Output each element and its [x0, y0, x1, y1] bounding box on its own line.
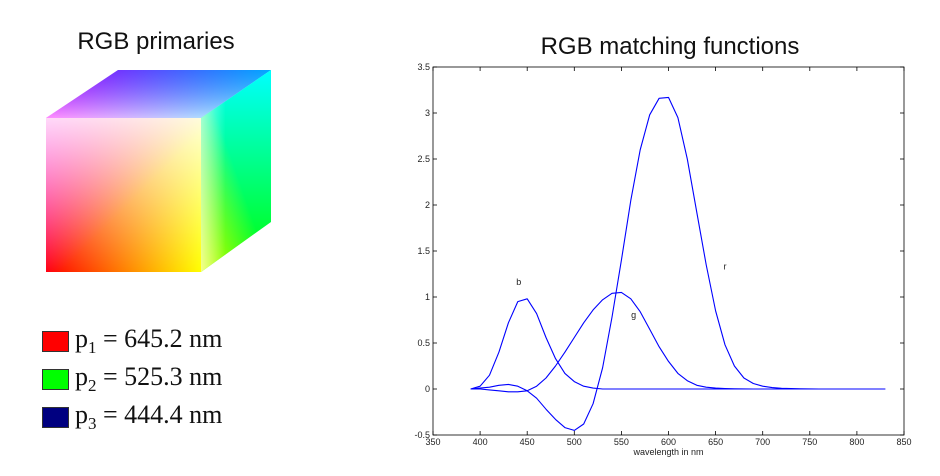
legend-label-p1: p1 = 645.2 nm	[75, 323, 223, 358]
x-tick-label: 800	[849, 437, 864, 447]
y-tick-label: 2	[425, 200, 430, 210]
y-tick-label: 3	[425, 108, 430, 118]
series-label-g: g	[631, 310, 636, 320]
legend-item-p1: p1 = 645.2 nm	[42, 322, 222, 360]
legend-label-p2: p2 = 525.3 nm	[75, 361, 223, 396]
series-label-b: b	[516, 277, 521, 287]
series-label-r: r	[724, 261, 727, 271]
swatch-green	[42, 368, 69, 390]
swatch-blue	[42, 406, 69, 428]
series-line-r	[470, 96, 886, 431]
y-tick-label: 3.5	[417, 62, 430, 72]
x-tick-label: 750	[802, 437, 817, 447]
x-tick-label: 550	[614, 437, 629, 447]
rgb-cube	[46, 70, 271, 272]
y-tick-label: 2.5	[417, 154, 430, 164]
legend-item-p3: p3 = 444.4 nm	[42, 398, 222, 436]
chart-title: RGB matching functions	[540, 33, 800, 60]
primaries-legend: p1 = 645.2 nm p2 = 525.3 nm p3 = 444.4 n…	[42, 322, 222, 436]
plot-frame	[432, 66, 905, 436]
x-axis-label: wavelength in nm	[632, 447, 703, 457]
cube-top-face	[46, 70, 271, 118]
x-tick-label: 850	[896, 437, 911, 447]
y-tick-label: 1.5	[417, 246, 430, 256]
cube-front-face	[46, 118, 201, 272]
y-tick-label: -0.5	[414, 430, 430, 440]
legend-item-p2: p2 = 525.3 nm	[42, 360, 222, 398]
swatch-red	[42, 330, 69, 352]
x-tick-label: 500	[567, 437, 582, 447]
y-tick-label: 0	[425, 384, 430, 394]
x-tick-label: 700	[755, 437, 770, 447]
x-tick-label: 350	[425, 437, 440, 447]
y-tick-label: 1	[425, 292, 430, 302]
legend-label-p3: p3 = 444.4 nm	[75, 399, 223, 434]
x-tick-label: 650	[708, 437, 723, 447]
x-tick-label: 450	[520, 437, 535, 447]
y-tick-label: 0.5	[417, 338, 430, 348]
cube-side-face	[201, 70, 271, 272]
series-line-b	[470, 298, 886, 390]
x-tick-label: 400	[473, 437, 488, 447]
cube-title: RGB primaries	[77, 28, 235, 55]
x-tick-label: 600	[661, 437, 676, 447]
